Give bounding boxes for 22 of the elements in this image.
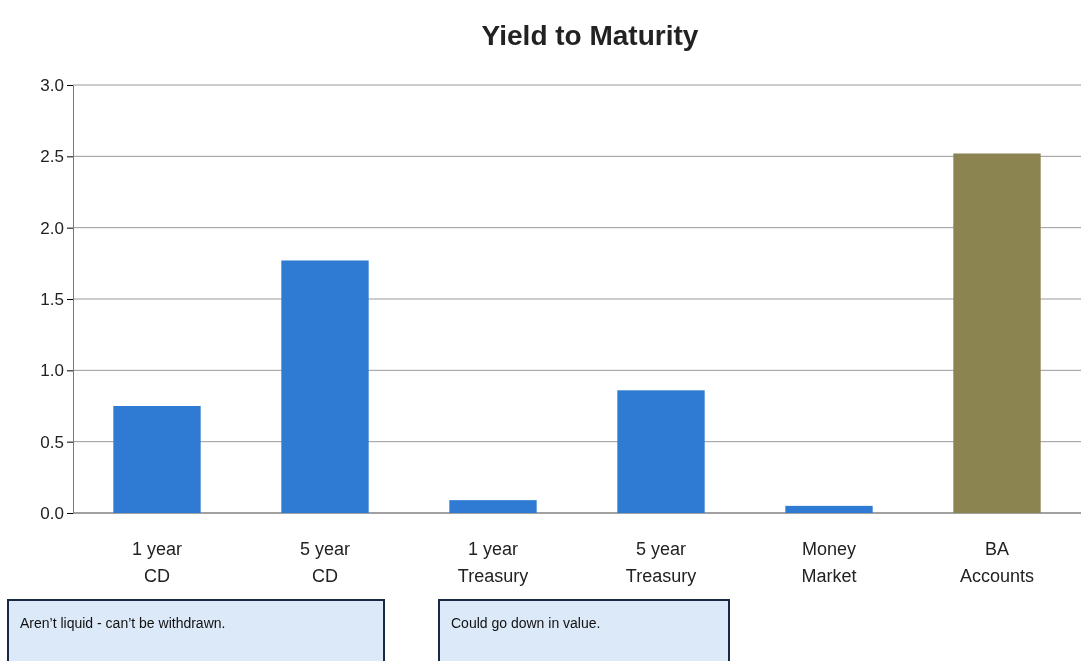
y-tick-label: 0.0 [40, 503, 64, 523]
note-box: Could go down in value. [438, 599, 730, 661]
bar [617, 390, 705, 513]
x-tick-label: 1 year CD [131, 539, 183, 586]
x-tick-label: 1 year Treasury [457, 539, 529, 586]
bar [953, 153, 1041, 513]
x-tick-label: 5 year Treasury [625, 539, 697, 586]
y-tick-label: 2.5 [40, 147, 64, 167]
bar [785, 505, 873, 513]
chart-title: Yield to Maturity [481, 20, 699, 51]
x-tick-label: BA Accounts [959, 539, 1035, 586]
bar [281, 260, 369, 513]
bar [113, 406, 201, 513]
y-tick-label: 1.0 [40, 361, 64, 381]
note-box: Aren’t liquid - can’t be withdrawn. [7, 599, 385, 661]
y-tick-label: 2.0 [40, 218, 64, 238]
y-tick-label: 3.0 [40, 75, 64, 95]
x-tick-label: 5 year CD [299, 539, 351, 586]
x-tick-label: Money Market [801, 539, 857, 586]
y-tick-label: 0.5 [40, 432, 64, 452]
y-tick-label: 1.5 [40, 289, 64, 309]
bar [449, 500, 537, 513]
